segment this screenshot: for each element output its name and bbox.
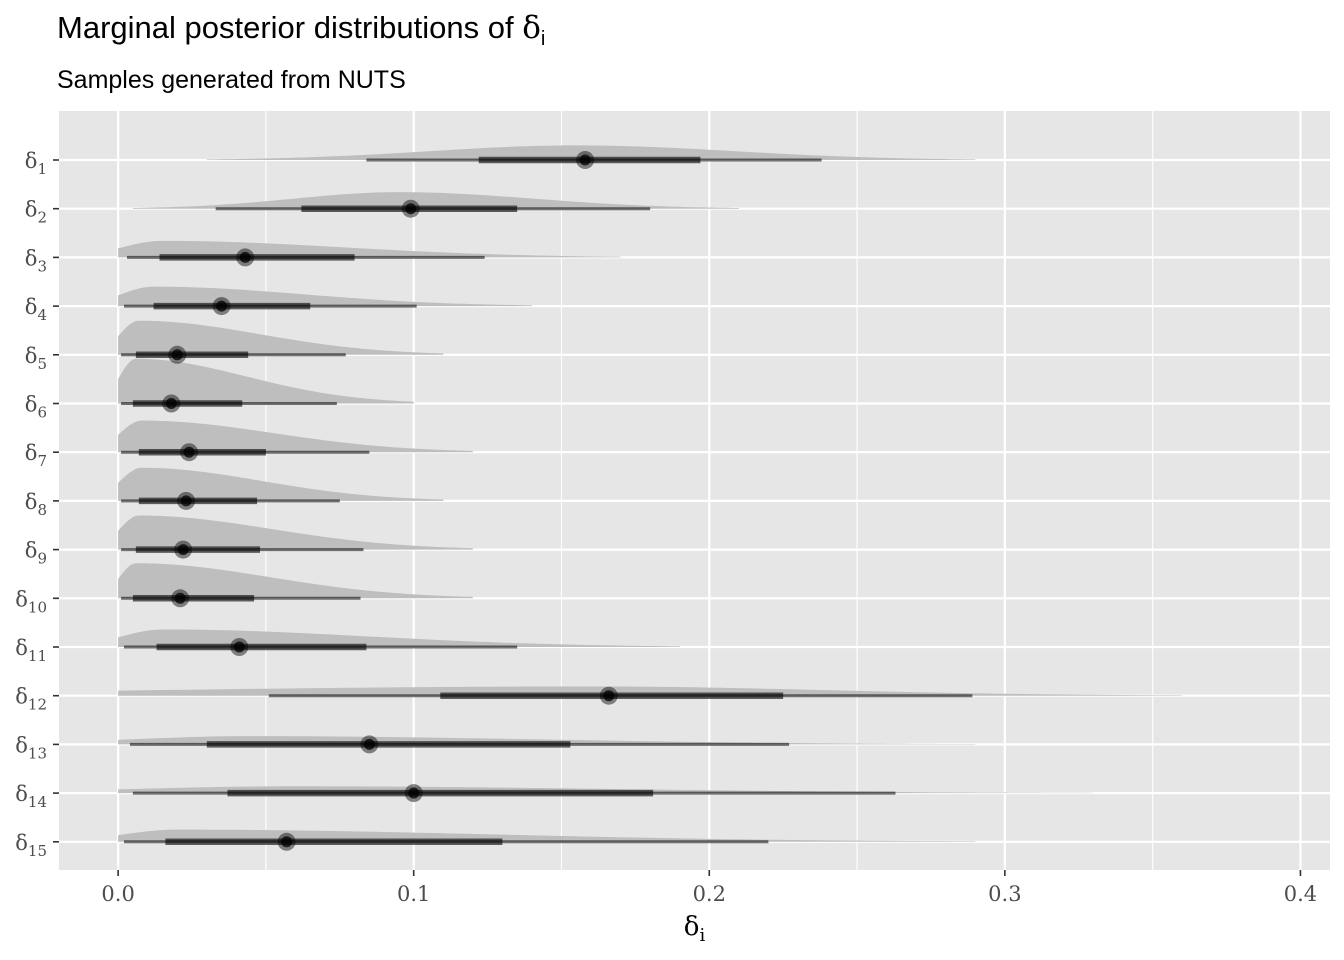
density-8 (118, 467, 444, 501)
y-tick-label-symbol: δ (15, 782, 28, 806)
median-point-11 (233, 641, 245, 653)
y-tick-label-7: δ7 (25, 441, 47, 470)
y-tick-label-sub: 8 (37, 501, 47, 519)
y-tick-label-5: δ5 (25, 344, 47, 373)
y-tick-label-sub: 6 (37, 404, 47, 422)
y-tick-label-symbol: δ (15, 685, 28, 709)
density-7 (118, 420, 473, 453)
y-tick-label-2: δ2 (25, 198, 47, 227)
median-point-10 (174, 592, 186, 604)
density-2 (132, 192, 739, 209)
density-11 (118, 629, 680, 647)
median-point-1 (579, 154, 591, 166)
y-tick-label-sub: 14 (28, 793, 47, 811)
y-tick-label-6: δ6 (25, 393, 47, 422)
x-tick-label: 0.1 (397, 882, 430, 906)
y-tick-label-symbol: δ (25, 198, 38, 222)
y-tick-label-sub: 13 (28, 744, 47, 762)
density-9 (118, 515, 473, 550)
median-point-8 (180, 495, 192, 507)
y-tick-label-sub: 11 (28, 647, 47, 665)
y-tick-label-symbol: δ (15, 831, 28, 855)
median-point-9 (177, 544, 189, 556)
median-point-15 (281, 836, 293, 848)
y-tick-label-symbol: δ (25, 246, 38, 270)
x-tick-label: 0.3 (988, 882, 1021, 906)
x-axis-title-symbol: δ (684, 912, 700, 942)
y-tick-label-11: δ11 (15, 636, 47, 665)
y-tick-label-sub: 10 (28, 598, 47, 616)
chart-title-symbol: δ (522, 10, 541, 46)
density-1 (206, 145, 976, 160)
y-tick-label-symbol: δ (25, 295, 38, 319)
y-tick-label-symbol: δ (15, 636, 28, 660)
median-point-4 (216, 300, 228, 312)
y-tick-label-14: δ14 (15, 782, 47, 811)
y-tick-label-13: δ13 (15, 733, 47, 762)
density-6 (118, 358, 414, 404)
y-tick-label-15: δ15 (15, 831, 47, 860)
y-tick-label-symbol: δ (25, 539, 38, 563)
y-tick-label-symbol: δ (25, 490, 38, 514)
y-tick-label-sub: 7 (37, 452, 47, 470)
y-tick-label-1: δ1 (25, 149, 47, 178)
y-tick-label-4: δ4 (25, 295, 47, 324)
density-5 (118, 320, 444, 355)
median-point-7 (183, 446, 195, 458)
y-tick-label-symbol: δ (15, 733, 28, 757)
x-tick-label: 0.4 (1284, 882, 1317, 906)
y-tick-label-10: δ10 (15, 587, 47, 616)
y-tick-label-sub: 4 (37, 306, 47, 324)
y-tick-label-9: δ9 (25, 539, 47, 568)
density-12 (118, 686, 1183, 696)
chart-title: Marginal posterior distributions of δi (57, 10, 545, 51)
median-point-2 (405, 203, 417, 215)
median-point-5 (171, 349, 183, 361)
median-point-12 (603, 690, 615, 702)
y-tick-label-12: δ12 (15, 685, 47, 714)
median-point-3 (239, 251, 251, 263)
median-point-13 (363, 738, 375, 750)
y-tick-label-sub: 3 (37, 257, 47, 275)
y-tick-label-8: δ8 (25, 490, 47, 519)
y-tick-label-symbol: δ (25, 344, 38, 368)
y-tick-label-symbol: δ (25, 393, 38, 417)
y-tick-label-sub: 15 (28, 842, 47, 860)
y-tick-label-sub: 2 (37, 209, 47, 227)
y-tick-label-sub: 9 (37, 550, 47, 568)
y-tick-label-3: δ3 (25, 246, 47, 275)
y-tick-label-sub: 12 (28, 696, 47, 714)
median-point-6 (165, 398, 177, 409)
chart-title-text: Marginal posterior distributions of (57, 10, 523, 45)
x-tick-label: 0.0 (101, 882, 134, 906)
x-tick-label: 0.2 (693, 882, 726, 906)
density-10 (118, 563, 473, 599)
median-point-14 (408, 787, 420, 799)
chart-title-symbol-sub: i (540, 28, 546, 51)
y-tick-label-sub: 5 (37, 355, 47, 373)
x-axis-title: δi (684, 912, 706, 946)
y-tick-label-symbol: δ (25, 149, 38, 173)
y-tick-label-symbol: δ (15, 587, 28, 611)
x-axis-title-sub: i (699, 925, 705, 946)
y-tick-label-sub: 1 (37, 160, 47, 178)
chart-subtitle: Samples generated from NUTS (57, 66, 406, 94)
y-tick-label-symbol: δ (25, 441, 38, 465)
